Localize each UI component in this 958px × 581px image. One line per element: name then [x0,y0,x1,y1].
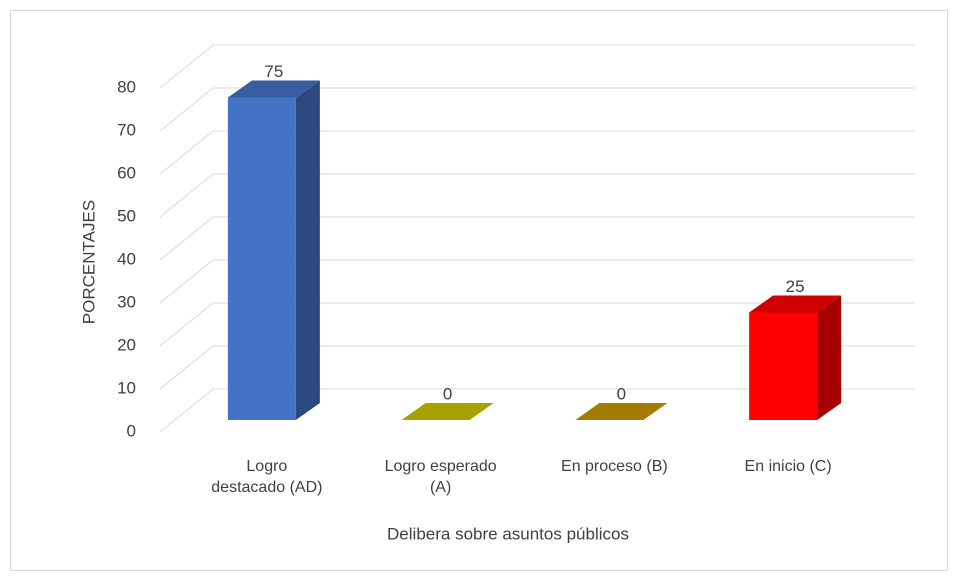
x-tick-label: Logro esperado (A) [384,458,497,496]
bar-front [227,97,296,420]
grid-line [159,87,214,132]
y-tick-label: 70 [117,120,136,139]
grid-line [159,216,214,261]
y-tick-label: 0 [127,421,136,440]
x-tick-label: Logro destacado (AD) [211,458,323,496]
grid-line [159,44,214,89]
bar-top [749,295,842,313]
y-tick-label: 40 [117,249,136,268]
value-label: 25 [786,277,805,296]
value-label: 0 [617,384,626,403]
x-tick-label: En proceso (B) [561,458,668,475]
bar [749,295,842,420]
bar-side [295,80,320,420]
grid-line [159,345,214,390]
grid-line [159,259,214,304]
bar [401,403,494,420]
bar [227,80,320,420]
bar [575,403,668,420]
grid-line [159,130,214,175]
x-axis-title: Delibera sobre asuntos públicos [387,524,629,543]
y-axis-title: PORCENTAJES [79,200,98,324]
grid-line [159,388,214,433]
bar-top [575,403,668,420]
bar-top [401,403,494,420]
y-tick-label: 80 [117,77,136,96]
y-tick-label: 30 [117,292,136,311]
chart-border [10,10,948,571]
x-tick-label: En inicio (C) [744,458,832,475]
y-tick-label: 50 [117,206,136,225]
bar-front [749,312,818,420]
y-tick-label: 60 [117,163,136,182]
bar-side [817,295,842,420]
value-label: 0 [443,384,452,403]
grid-line [159,302,214,347]
value-label: 75 [264,62,283,81]
y-tick-label: 10 [117,378,136,397]
bar-top [227,80,320,98]
grid-line [159,173,214,218]
y-tick-label: 20 [117,335,136,354]
